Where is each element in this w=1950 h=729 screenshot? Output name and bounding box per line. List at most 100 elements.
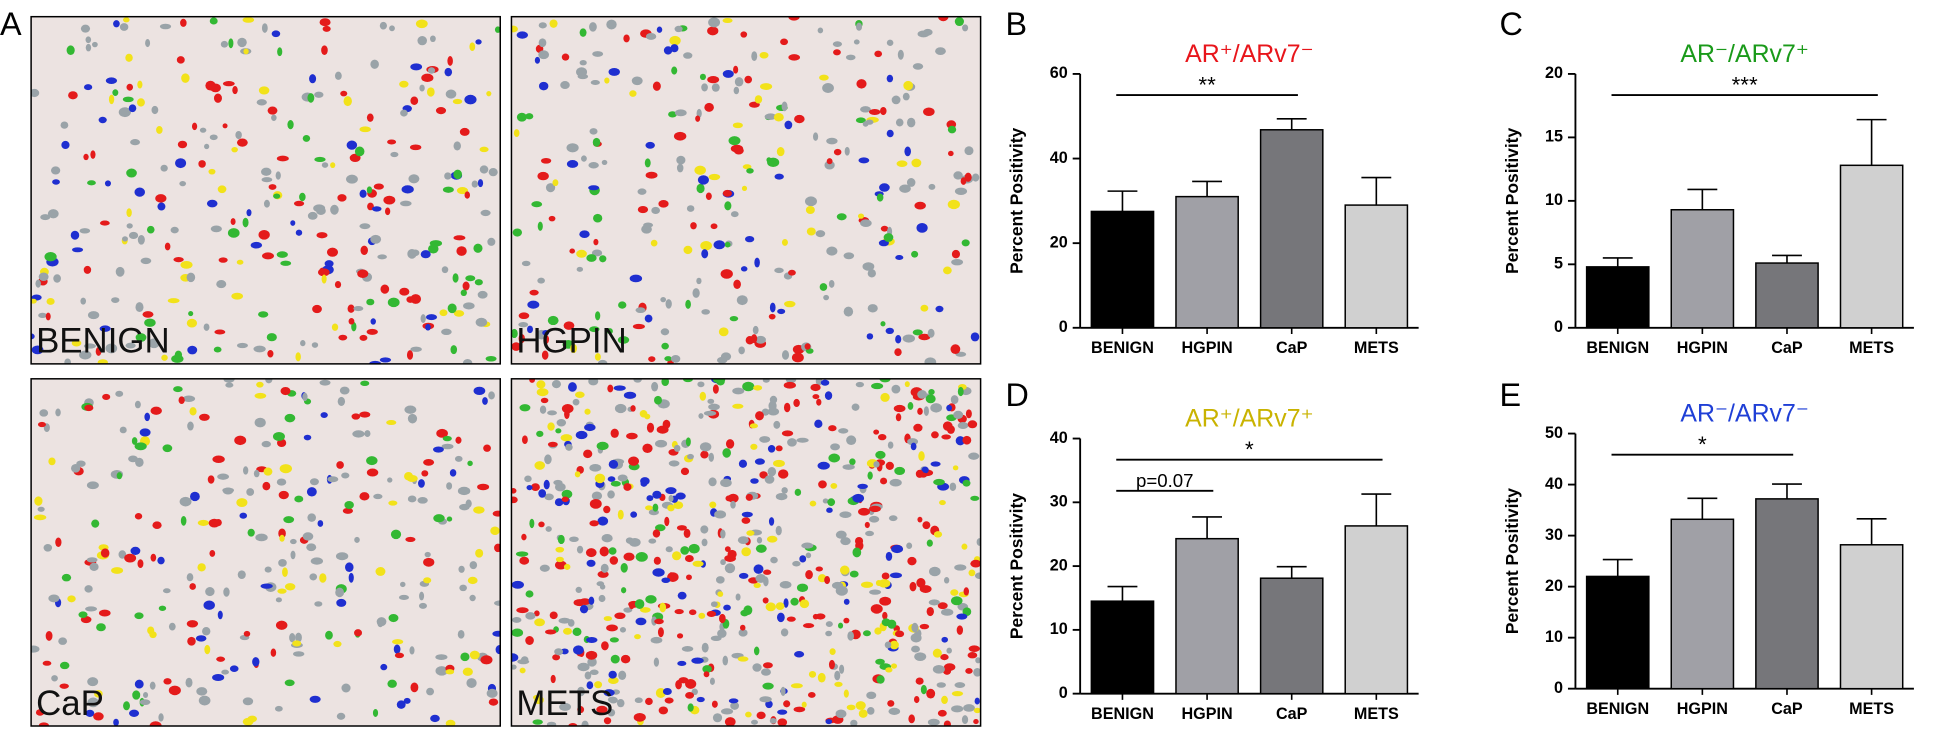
nucleus (347, 304, 355, 313)
nucleus (823, 294, 830, 301)
nucleus (751, 51, 758, 61)
nucleus (550, 674, 556, 684)
nucleus (123, 701, 130, 711)
nucleus (560, 434, 573, 442)
nucleus (874, 627, 882, 635)
nucleus (132, 690, 141, 700)
nucleus (306, 543, 317, 552)
nucleus (794, 114, 805, 124)
nucleus (444, 172, 452, 180)
nucleus (683, 245, 693, 255)
nucleus (947, 150, 954, 157)
nucleus (825, 718, 833, 725)
nucleus (907, 402, 914, 410)
nucleus (157, 556, 165, 565)
nucleus (970, 559, 981, 568)
nucleus (277, 47, 283, 57)
nucleus (386, 420, 397, 426)
nucleus (258, 311, 269, 318)
nucleus (745, 493, 753, 501)
nucleus (366, 298, 375, 306)
nucleus (676, 633, 684, 639)
nucleus (334, 71, 342, 80)
nucleus (218, 257, 228, 263)
nucleus (697, 381, 705, 388)
nucleus (777, 709, 788, 715)
nucleus (648, 538, 657, 544)
nucleus (187, 345, 198, 355)
nucleus (588, 162, 599, 169)
nucleus (668, 111, 677, 118)
nucleus (962, 607, 972, 617)
nucleus (447, 303, 457, 314)
nucleus (344, 501, 354, 510)
nucleus (919, 472, 928, 478)
nucleus (326, 247, 339, 257)
nucleus (79, 228, 91, 234)
nucleus (579, 605, 589, 614)
nucleus (975, 657, 981, 664)
nucleus (685, 299, 691, 309)
nucleus (534, 618, 545, 627)
nucleus (725, 495, 733, 502)
nucleus (893, 404, 906, 413)
nucleus (399, 287, 410, 296)
nucleus (667, 504, 675, 512)
nucleus (709, 677, 715, 686)
nucleus (751, 334, 758, 344)
nucleus (563, 563, 571, 570)
panel-label: D (1005, 377, 1028, 413)
nucleus (599, 546, 609, 557)
nucleus (937, 602, 948, 610)
nucleus (341, 472, 350, 479)
nucleus (321, 274, 327, 284)
nucleus (708, 452, 715, 462)
nucleus (700, 450, 709, 459)
nucleus (741, 511, 753, 518)
nucleus (428, 244, 439, 254)
nucleus (855, 117, 866, 124)
nucleus (59, 661, 70, 670)
nucleus (574, 471, 581, 478)
nucleus (274, 705, 283, 712)
nucleus (705, 192, 712, 200)
nucleus (724, 563, 736, 574)
nucleus (123, 17, 130, 23)
nucleus (177, 140, 188, 149)
significance-label: * (1245, 437, 1254, 462)
nucleus (426, 87, 435, 97)
nucleus (87, 697, 99, 708)
nucleus (891, 95, 901, 105)
nucleus (759, 51, 769, 59)
nucleus (196, 687, 208, 696)
nucleus (307, 513, 316, 522)
nucleus (445, 719, 456, 727)
nucleus (775, 492, 788, 501)
nucleus (231, 292, 244, 300)
nucleus (453, 310, 465, 317)
nucleus (810, 383, 821, 392)
nucleus (664, 356, 672, 362)
nucleus (919, 623, 930, 630)
nucleus (40, 214, 51, 221)
nucleus (400, 200, 412, 207)
nucleus (72, 247, 84, 253)
nucleus (830, 443, 840, 451)
nucleus (925, 394, 936, 404)
nucleus (796, 583, 809, 592)
nucleus (931, 431, 939, 439)
nucleus (833, 49, 841, 56)
nucleus (645, 595, 657, 604)
nucleus (42, 660, 52, 666)
nucleus (236, 342, 248, 349)
nucleus (764, 113, 777, 120)
nucleus (913, 695, 920, 704)
nucleus (400, 109, 408, 117)
nucleus (589, 463, 602, 472)
nucleus (710, 601, 718, 608)
nucleus (254, 392, 267, 399)
nucleus (67, 595, 76, 603)
nucleus (676, 525, 687, 531)
nucleus (610, 654, 620, 664)
bar (1755, 262, 1819, 329)
